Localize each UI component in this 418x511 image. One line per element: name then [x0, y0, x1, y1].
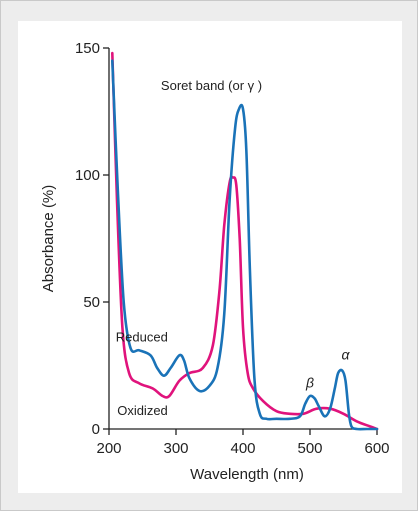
- chart-labels: Soret band (or γ ) Reduced Oxidized β α: [116, 78, 351, 418]
- x-tick-label: 400: [230, 440, 255, 457]
- x-axis-title: Wavelength (nm): [190, 466, 304, 483]
- x-tick-label: 600: [364, 440, 389, 457]
- absorbance-chart: 0 50 100 150 200 300 400 500 600 Wavelength (nm) A…: [40, 40, 390, 483]
- annotation-4: α: [342, 346, 351, 362]
- reduced-series-line: [111, 59, 379, 431]
- annotation-1: Reduced: [116, 330, 168, 345]
- y-tick-label: 50: [83, 294, 100, 311]
- y-tick-label: 100: [75, 167, 100, 184]
- annotation-3: β: [305, 374, 314, 390]
- y-tick-label: 150: [75, 40, 100, 57]
- x-tick-label: 200: [96, 440, 121, 457]
- annotation-0: Soret band (or γ ): [161, 78, 262, 93]
- x-tick-label: 500: [297, 440, 322, 457]
- annotation-2: Oxidized: [117, 403, 168, 418]
- plot-panel: 0 50 100 150 200 300 400 500 600 Wavelength (nm) A…: [18, 21, 402, 493]
- y-tick-label: 0: [92, 421, 100, 438]
- series-lines: [111, 51, 379, 431]
- x-tick-label: 300: [163, 440, 188, 457]
- axes: 0 50 100 150 200 300 400 500 600 Wavelength (nm) A…: [40, 40, 390, 483]
- y-axis-title: Absorbance (%): [40, 185, 57, 293]
